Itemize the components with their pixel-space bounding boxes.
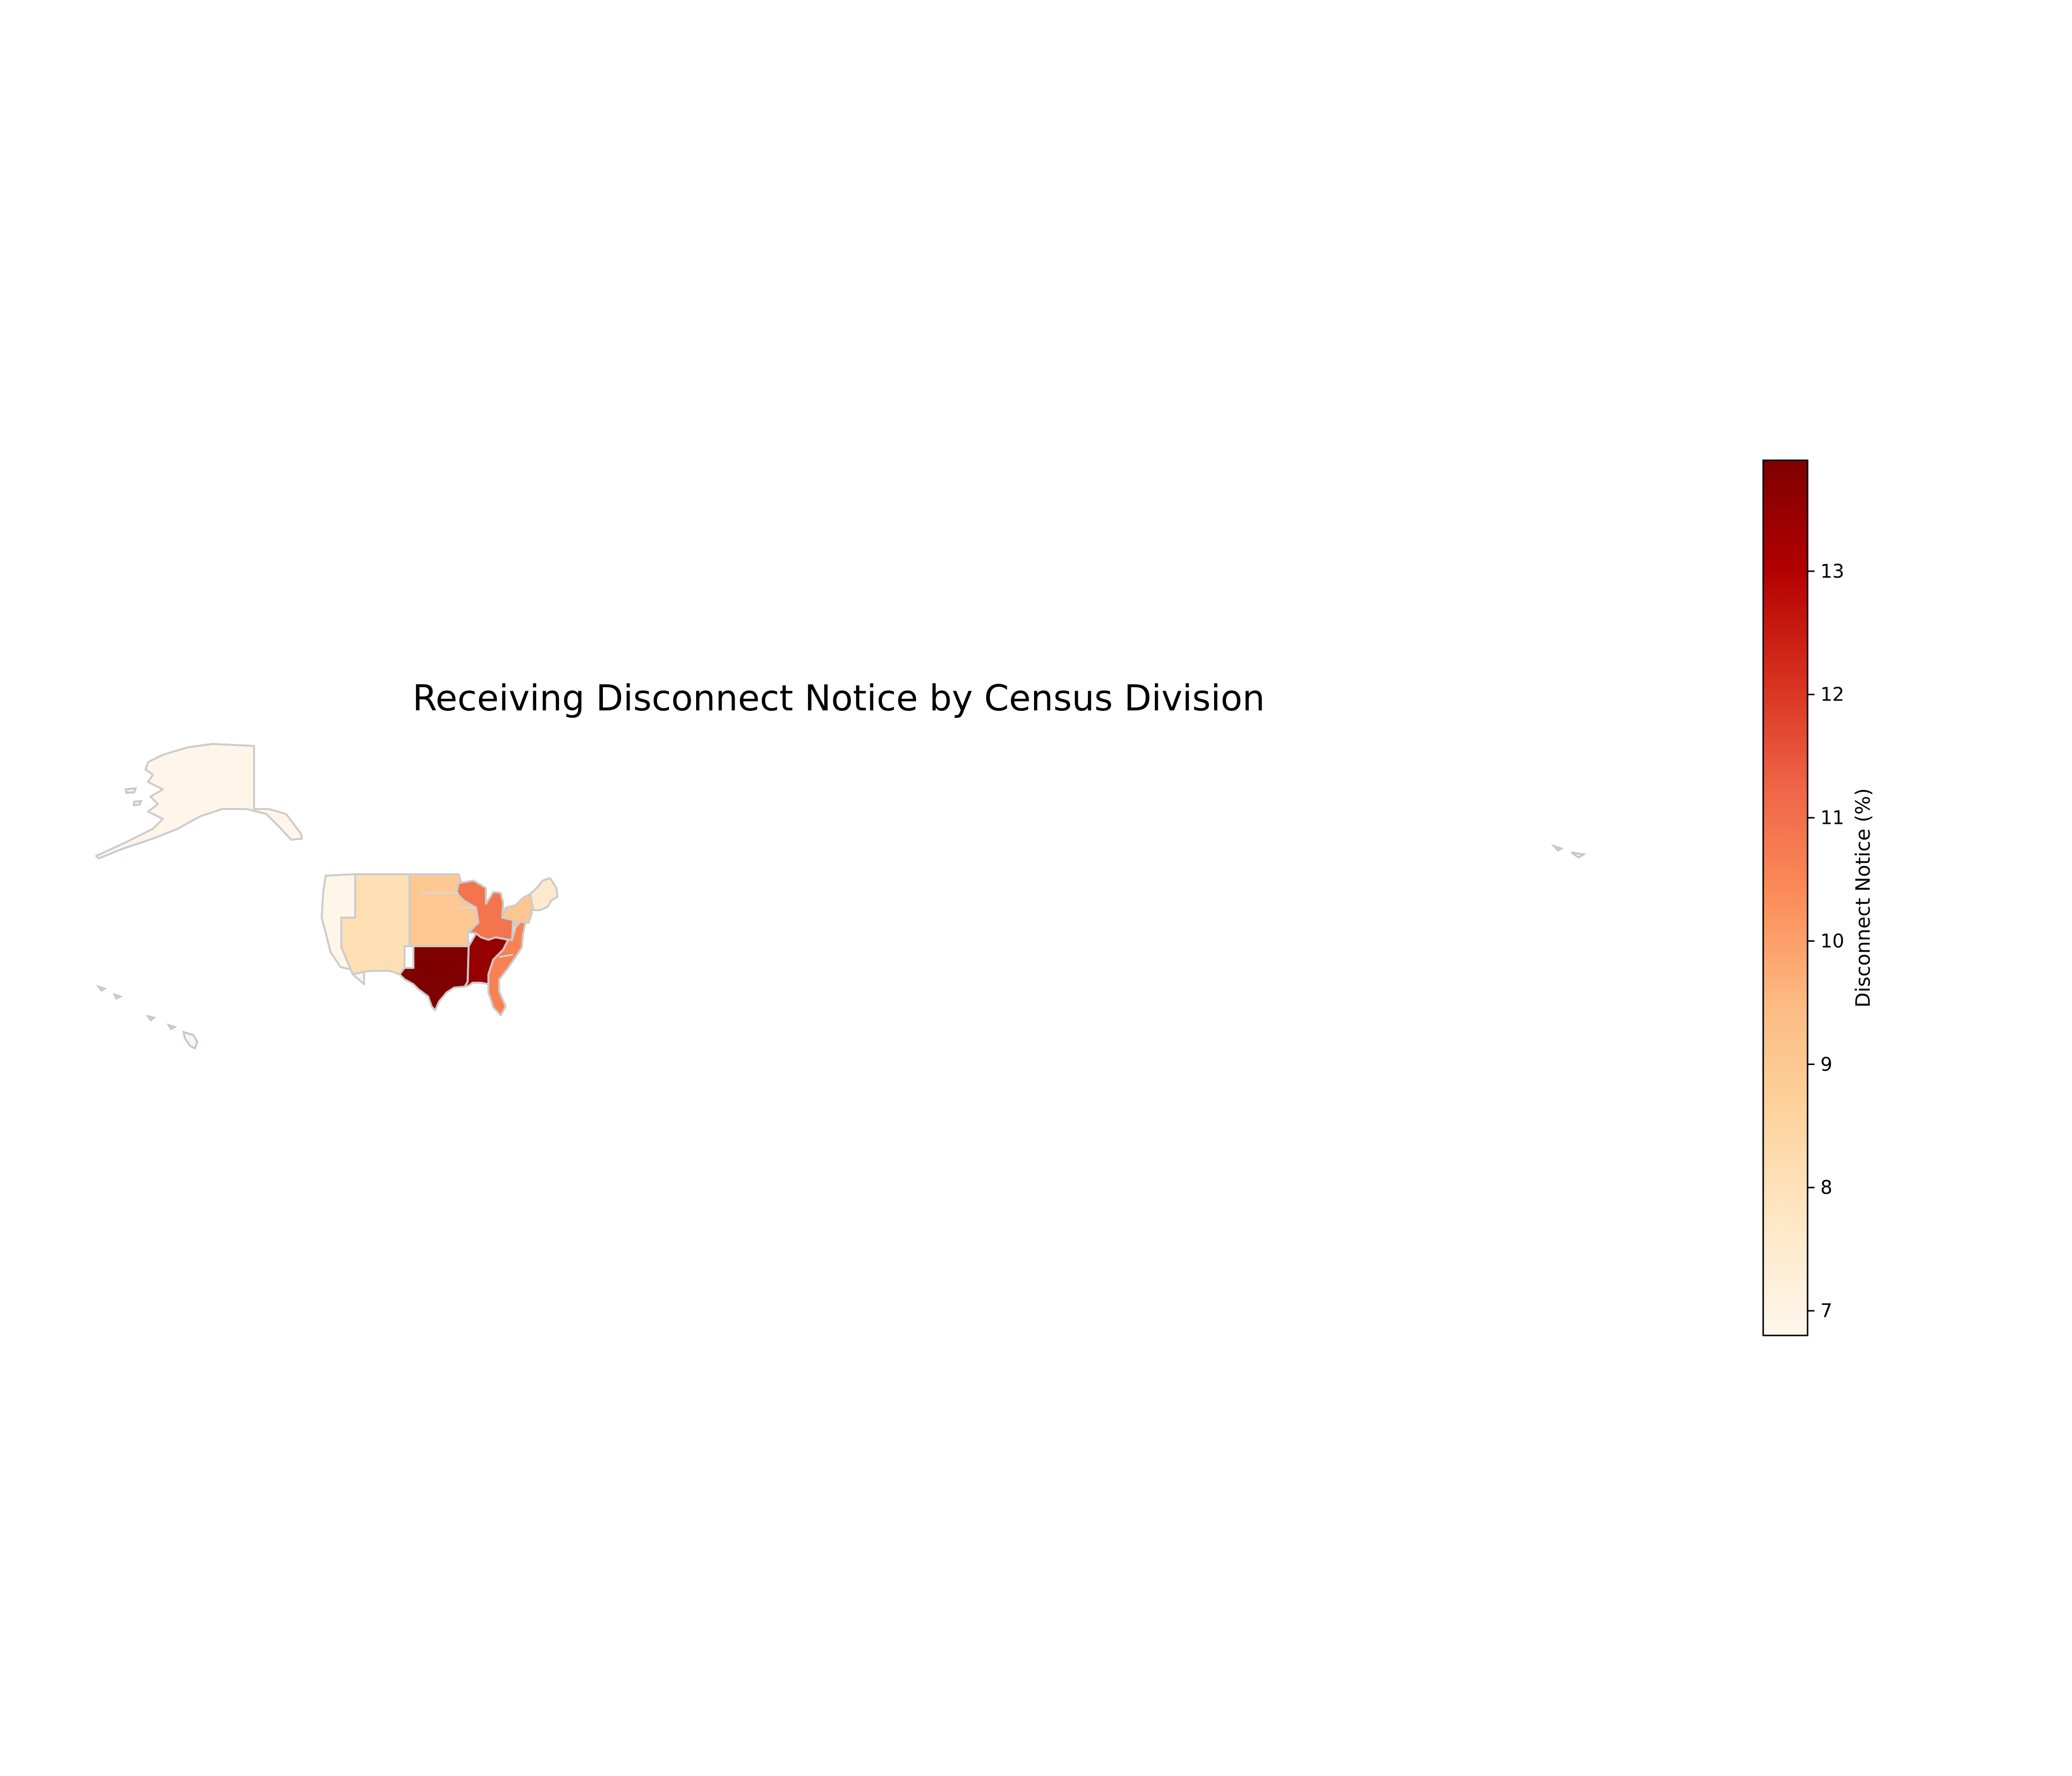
region-south-atlantic xyxy=(487,921,526,1016)
pacific-island xyxy=(1551,844,1564,852)
colorbar-tick-label: 9 xyxy=(1820,1053,1832,1075)
colorbar-tick-label: 11 xyxy=(1820,807,1844,829)
colorbar-label: Disconnect Notice (%) xyxy=(1852,788,1875,1008)
alaska-island xyxy=(124,787,138,794)
colorbar-tick-label: 8 xyxy=(1820,1177,1832,1198)
state-border xyxy=(499,954,514,958)
us-map xyxy=(95,743,1587,1050)
map-title: Receiving Disconnect Notice by Census Di… xyxy=(412,677,1265,719)
colorbar-tick-label: 13 xyxy=(1820,560,1844,582)
hawaii-island xyxy=(182,1031,199,1050)
hawaii-island xyxy=(96,985,107,992)
colorbar-ticks: 7 8 9 10 11 12 13 xyxy=(1808,560,1844,1322)
colorbar-tick-label: 7 xyxy=(1820,1300,1832,1322)
hawaii-island xyxy=(112,993,123,1000)
hawaii-island xyxy=(166,1023,177,1031)
colorbar-tick-label: 12 xyxy=(1820,684,1844,705)
colorbar-gradient xyxy=(1762,459,1809,1336)
region-west-south-central xyxy=(399,945,470,1011)
pacific-island xyxy=(1570,851,1587,859)
region-new-england xyxy=(529,877,558,911)
colorbar-tick-label: 10 xyxy=(1820,930,1844,952)
region-middle-atlantic xyxy=(501,893,533,928)
hawaii-island xyxy=(146,1014,156,1022)
region-pacific-alaska xyxy=(95,743,303,859)
colorbar: 7 8 9 10 11 12 13 Disconnect Notice (%) xyxy=(1762,459,1875,1336)
alaska-island xyxy=(132,800,143,807)
